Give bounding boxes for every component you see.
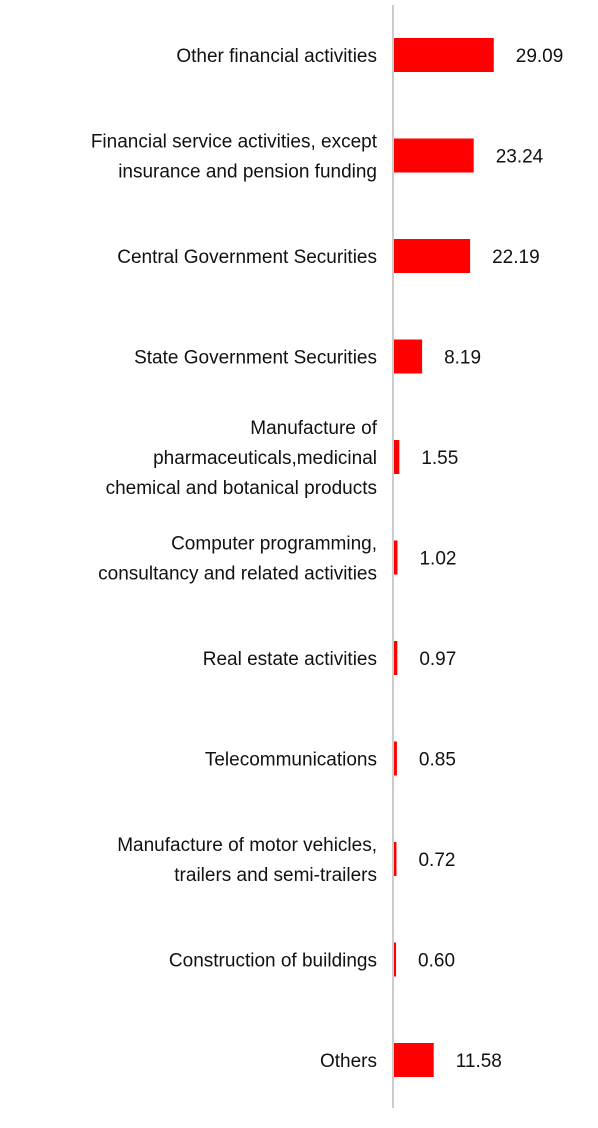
category-label: pharmaceuticals,medicinal bbox=[153, 448, 377, 469]
value-label: 29.09 bbox=[516, 46, 564, 67]
value-label: 23.24 bbox=[496, 147, 544, 168]
bar bbox=[394, 1043, 434, 1077]
bar bbox=[394, 239, 471, 273]
bar bbox=[394, 942, 397, 977]
category-label: Other financial activities bbox=[176, 46, 377, 67]
category-label: consultancy and related activities bbox=[98, 564, 377, 585]
bar bbox=[394, 842, 397, 876]
value-label: 0.60 bbox=[418, 951, 455, 972]
value-label: 0.85 bbox=[419, 750, 456, 771]
category-label: Manufacture of bbox=[250, 418, 377, 439]
category-label: insurance and pension funding bbox=[118, 162, 377, 183]
bar bbox=[394, 440, 400, 474]
category-label: Manufacture of motor vehicles, bbox=[117, 835, 377, 856]
bar bbox=[394, 339, 423, 374]
value-label: 0.72 bbox=[418, 850, 455, 871]
category-label: Construction of buildings bbox=[169, 951, 377, 972]
value-label: 22.19 bbox=[492, 247, 540, 268]
category-label: State Government Securities bbox=[134, 348, 377, 369]
bar bbox=[394, 741, 397, 776]
value-label: 8.19 bbox=[444, 348, 481, 369]
category-label: chemical and botanical products bbox=[106, 478, 377, 499]
category-label: Telecommunications bbox=[205, 750, 377, 771]
bar bbox=[394, 540, 398, 575]
category-label: Central Government Securities bbox=[117, 247, 377, 268]
value-label: 0.97 bbox=[419, 649, 456, 670]
bar bbox=[394, 38, 494, 72]
bar bbox=[394, 138, 474, 173]
category-label: Others bbox=[320, 1051, 377, 1072]
value-label: 11.58 bbox=[456, 1051, 502, 1072]
category-label: Real estate activities bbox=[203, 649, 377, 670]
value-label: 1.55 bbox=[421, 448, 458, 469]
category-label: Financial service activities, except bbox=[91, 132, 378, 153]
value-label: 1.02 bbox=[419, 549, 456, 570]
category-label: trailers and semi-trailers bbox=[174, 865, 377, 886]
bar bbox=[394, 641, 398, 675]
category-label: Computer programming, bbox=[171, 534, 377, 555]
